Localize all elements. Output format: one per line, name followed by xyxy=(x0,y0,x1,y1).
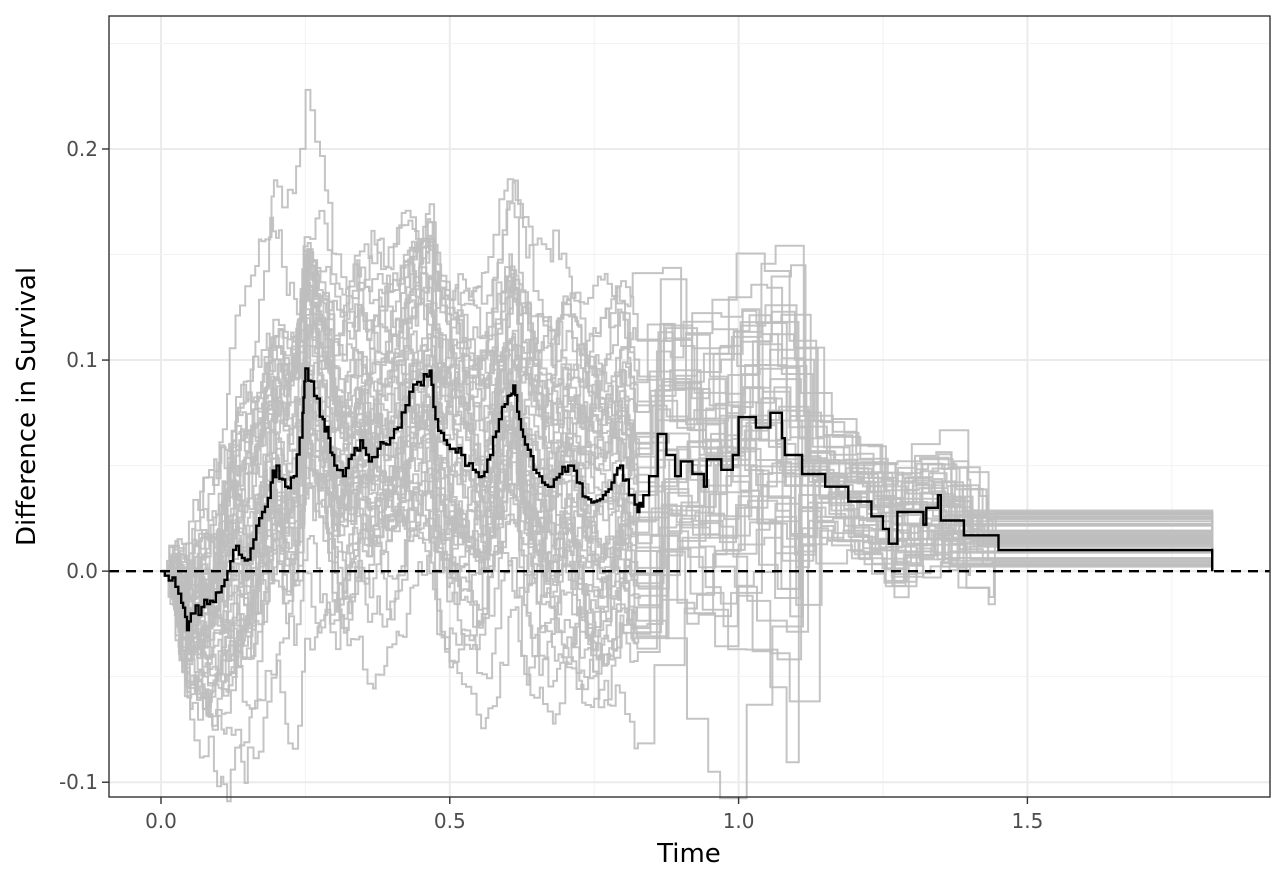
y-tick-label: 0.0 xyxy=(66,559,98,583)
y-tick-label: 0.2 xyxy=(66,137,98,161)
x-tick-label: 0.0 xyxy=(145,809,177,833)
x-tick-label: 1.0 xyxy=(723,809,755,833)
x-axis-title: Time xyxy=(656,839,721,869)
replicate-series-line xyxy=(161,253,1214,671)
replicate-series-line xyxy=(161,253,1214,628)
plot-panel-border xyxy=(108,15,1271,798)
replicate-series-line xyxy=(161,209,1214,678)
x-tick-label: 0.5 xyxy=(434,809,466,833)
replicate-series-line xyxy=(161,369,1214,621)
x-tick-label: 1.5 xyxy=(1011,809,1043,833)
replicate-series-line xyxy=(161,265,1214,661)
replicate-series-line xyxy=(161,308,1214,660)
replicate-series-line xyxy=(161,266,1214,690)
replicate-series-line xyxy=(161,237,1214,629)
y-axis-title: Difference in Survival xyxy=(12,267,42,546)
y-axis-ticks: -0.1 0.0 0.1 0.2 xyxy=(59,137,109,794)
replicate-series-line xyxy=(161,258,1214,686)
replicate-series-line xyxy=(161,361,1214,589)
replicate-series-line xyxy=(161,250,1214,708)
x-axis-ticks: 0.0 0.5 1.0 1.5 xyxy=(145,797,1043,833)
replicate-series-line xyxy=(161,282,1214,655)
replicate-series-line xyxy=(161,202,1214,727)
observed-difference-line xyxy=(161,367,1214,632)
replicate-series-line xyxy=(161,305,1214,653)
replicate-series-line xyxy=(161,313,1214,730)
y-tick-label: 0.1 xyxy=(66,348,98,372)
y-tick-label: -0.1 xyxy=(59,770,98,794)
